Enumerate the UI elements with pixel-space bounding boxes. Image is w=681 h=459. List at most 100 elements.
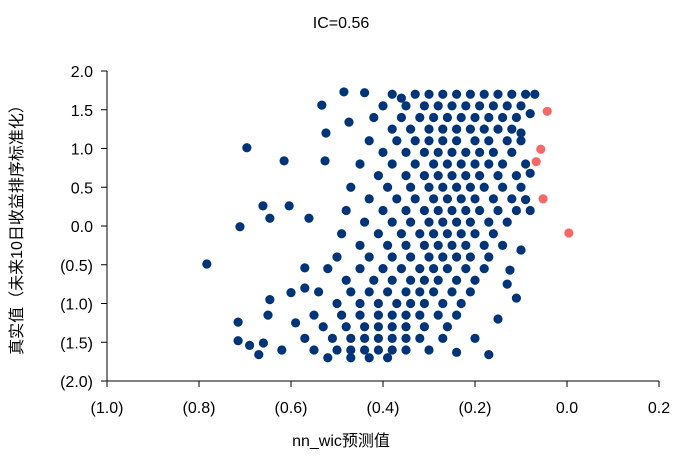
data-point [511,293,521,303]
data-point [456,159,466,169]
y-tick-label: (1.0) [60,297,93,314]
data-point [309,345,319,355]
data-point [438,136,448,146]
data-point [415,287,425,297]
data-point [258,201,268,211]
data-point [300,263,310,273]
data-point [401,101,411,111]
data-point [424,136,434,146]
data-points [202,87,574,363]
data-point [479,264,489,274]
data-point [456,112,466,123]
data-point [433,310,443,320]
data-point [233,336,243,346]
data-point [475,205,485,216]
data-point [525,109,535,119]
data-point [442,229,452,239]
data-point [387,124,397,134]
data-point [401,310,411,320]
data-point [245,340,255,350]
data-point [396,112,406,123]
data-point [321,128,331,138]
data-point [284,201,294,211]
data-point [396,93,406,103]
data-point [318,322,328,332]
data-point [300,283,310,293]
data-point [346,333,356,343]
data-point [511,112,521,123]
data-point [410,89,420,99]
data-point [516,136,526,146]
data-point [442,159,452,169]
data-point [470,136,480,146]
data-point [484,350,494,360]
data-point [452,182,462,192]
data-point [346,287,356,297]
data-point [373,310,383,320]
data-point [369,275,379,285]
data-point [419,275,429,285]
data-point [233,317,243,327]
data-point [433,205,443,216]
data-point [521,89,531,99]
data-point [360,217,370,227]
data-point [502,136,512,146]
data-point [507,89,517,99]
data-point [516,182,526,192]
data-point [456,229,466,239]
data-point [360,88,370,98]
data-point [235,222,245,232]
data-point [475,147,485,157]
data-point [452,275,462,285]
x-tick-label: 0.0 [556,400,578,417]
data-point [493,124,503,134]
data-point [442,322,452,332]
data-point [525,205,535,216]
highlight-point [538,194,548,204]
data-point [456,194,466,204]
data-point [438,252,448,262]
y-axis-ticks: 2.0 1.5 1.0 0.5 0.0 (0.5) (1.0) (1.5) (2.0) [60,64,107,391]
highlight-point [564,228,574,238]
data-point [433,171,443,181]
data-point [447,147,457,157]
data-point [364,136,374,146]
data-point [364,353,374,363]
data-point [387,217,397,227]
data-point [511,205,521,216]
data-point [452,136,462,146]
data-point [419,298,429,309]
data-point [429,229,439,239]
data-point [447,171,457,181]
y-tick-label: 1.0 [71,142,93,159]
highlight-point [536,144,546,154]
data-point [424,182,434,192]
data-point [419,240,429,250]
data-point [484,252,494,262]
data-point [327,333,337,343]
data-point [323,353,333,363]
data-point [475,171,485,181]
data-point [387,322,397,332]
data-point [516,128,526,138]
data-point [479,240,489,250]
data-point [433,101,443,111]
data-point [470,229,480,239]
data-point [396,229,406,239]
data-point [383,287,393,297]
data-point [507,147,517,157]
y-tick-label: 1.5 [71,103,93,120]
data-point [344,117,354,127]
x-tick-label: (0.8) [183,400,216,417]
data-point [355,159,365,169]
data-point [406,252,416,262]
data-point [424,345,434,355]
data-point [516,101,526,111]
data-point [364,287,374,297]
data-point [424,124,434,134]
data-point [383,353,393,363]
data-point [410,194,420,204]
data-point [447,205,457,216]
data-point [493,314,503,324]
data-point [452,89,462,99]
